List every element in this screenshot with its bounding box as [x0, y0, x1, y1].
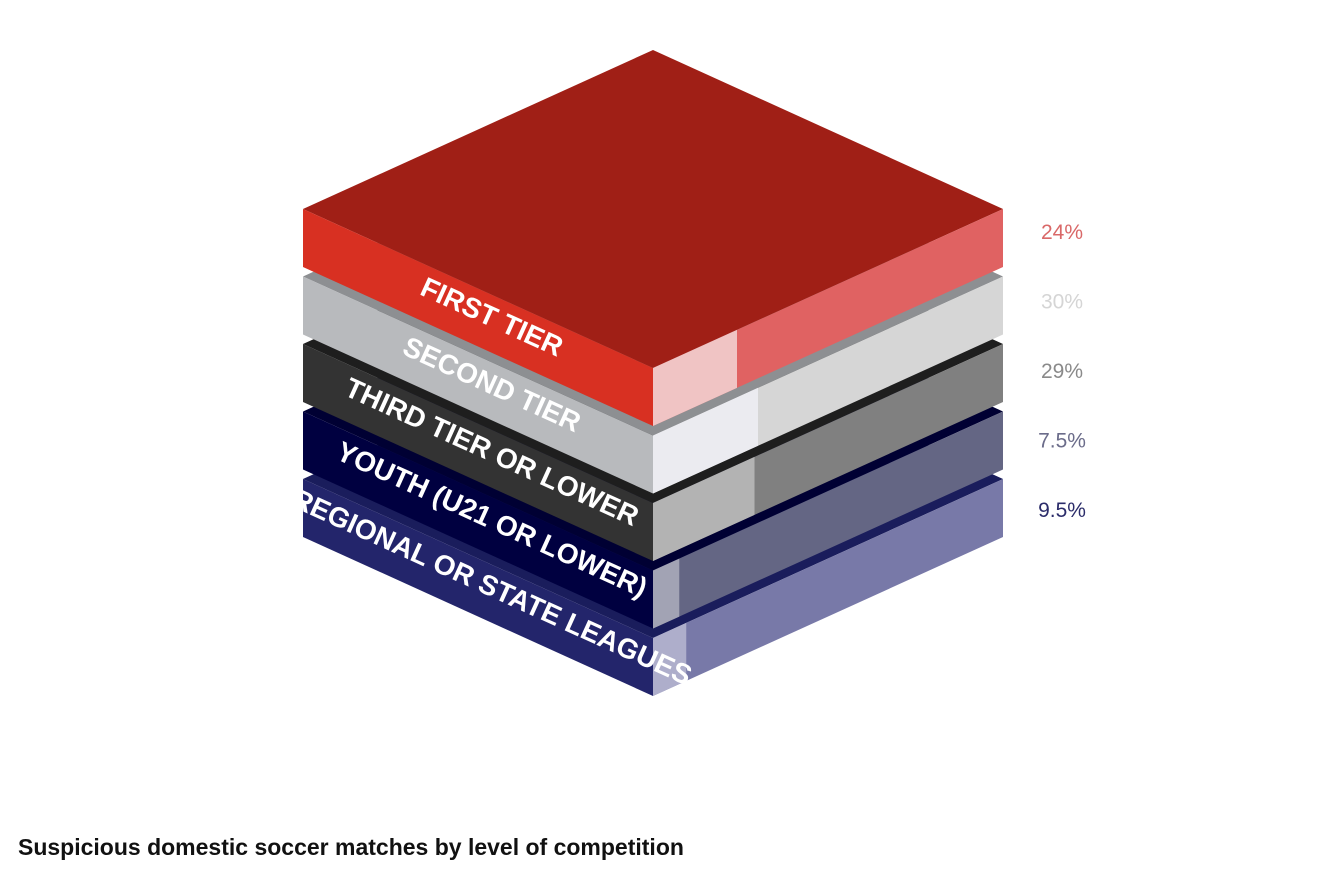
percent-label: 29% — [1041, 360, 1083, 383]
slab-left-face — [303, 276, 653, 494]
slab-value-stripe — [653, 456, 755, 561]
percent-label: 7.5% — [1038, 430, 1086, 453]
percent-label: 30% — [1041, 291, 1083, 314]
slab-right-face — [653, 209, 1003, 426]
slab-right-face — [653, 479, 1003, 696]
tier-slab: FIRST TIER — [303, 50, 1003, 426]
slab-left-face — [303, 479, 653, 696]
slab-value-stripe — [653, 622, 687, 696]
slab-left-face — [303, 209, 653, 426]
percent-label: 9.5% — [1038, 499, 1086, 522]
slab-value-stripe — [653, 329, 737, 426]
chart-caption: Suspicious domestic soccer matches by le… — [18, 834, 684, 860]
slab-value-stripe — [653, 558, 680, 629]
slab-value-stripe — [653, 387, 758, 494]
percent-label: 24% — [1041, 221, 1083, 244]
slab-left-face — [303, 411, 653, 629]
slab-left-face — [303, 344, 653, 561]
slab-right-face — [653, 411, 1003, 629]
